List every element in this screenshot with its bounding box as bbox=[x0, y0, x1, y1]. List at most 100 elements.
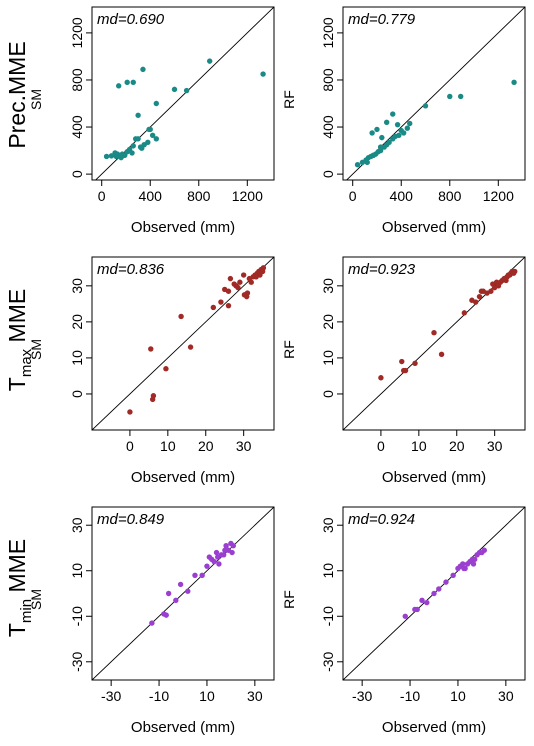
x-axis-label: Observed (mm) bbox=[131, 469, 235, 486]
data-point bbox=[412, 360, 418, 367]
plot-frame bbox=[91, 256, 275, 431]
y-axis-label: RF bbox=[281, 90, 297, 109]
y-axis-label: RF bbox=[281, 340, 297, 359]
x-axis-label: Observed (mm) bbox=[382, 219, 486, 236]
data-point bbox=[199, 572, 205, 578]
row-title-suffix: MME bbox=[4, 539, 30, 599]
y-tick-label: -10 bbox=[69, 606, 85, 626]
y-tick-label: 800 bbox=[69, 68, 85, 92]
x-tick-label: -30 bbox=[352, 688, 372, 704]
data-point bbox=[237, 279, 243, 285]
plot-frame bbox=[342, 6, 526, 181]
data-point bbox=[461, 310, 468, 316]
data-point bbox=[145, 139, 151, 146]
x-tick-label: 400 bbox=[139, 188, 163, 204]
data-point bbox=[192, 572, 198, 578]
data-point bbox=[364, 159, 370, 166]
y-tick-label: 30 bbox=[69, 517, 85, 533]
x-tick-label: 20 bbox=[198, 438, 214, 454]
data-point bbox=[424, 599, 430, 606]
data-point bbox=[390, 111, 396, 117]
data-point bbox=[240, 272, 247, 278]
data-point bbox=[488, 288, 494, 294]
data-point bbox=[204, 563, 210, 569]
y-tick-label: 30 bbox=[320, 517, 336, 533]
x-tick-label: -10 bbox=[149, 688, 169, 704]
data-point bbox=[512, 268, 518, 275]
data-point bbox=[137, 144, 144, 150]
plot-frame bbox=[91, 506, 275, 681]
y-tick-label: -30 bbox=[69, 651, 85, 671]
data-point bbox=[394, 121, 401, 128]
data-point bbox=[399, 358, 405, 365]
data-point bbox=[225, 288, 232, 294]
plot-frame bbox=[91, 6, 275, 181]
data-point bbox=[148, 346, 154, 352]
row-title-text: Tmax MME bbox=[4, 289, 35, 391]
data-point bbox=[229, 549, 235, 556]
y-tick-label: 10 bbox=[320, 350, 336, 366]
x-tick-label: 1200 bbox=[232, 188, 263, 204]
data-point bbox=[431, 329, 437, 336]
data-point bbox=[400, 130, 407, 136]
md-annotation: md=0.779 bbox=[348, 11, 416, 28]
data-point bbox=[461, 565, 467, 572]
y-tick-label: 30 bbox=[69, 278, 85, 294]
data-point bbox=[470, 561, 477, 567]
data-point bbox=[221, 552, 227, 558]
data-point bbox=[177, 581, 184, 588]
data-point bbox=[244, 293, 250, 300]
x-axis-label: Observed (mm) bbox=[131, 219, 235, 236]
data-point bbox=[369, 130, 375, 136]
data-point bbox=[130, 79, 136, 86]
data-point bbox=[223, 542, 229, 549]
data-point bbox=[478, 288, 485, 294]
data-point bbox=[473, 299, 479, 305]
data-point bbox=[438, 351, 445, 358]
data-point bbox=[127, 409, 133, 415]
data-point bbox=[476, 293, 483, 300]
plot-frame bbox=[342, 256, 526, 431]
y-tick-label: 20 bbox=[320, 314, 336, 330]
data-point bbox=[146, 126, 152, 133]
row-title-main: Prec.MME bbox=[4, 41, 30, 148]
data-point bbox=[419, 597, 425, 604]
data-point bbox=[210, 304, 217, 311]
data-point bbox=[402, 613, 408, 619]
x-axis-label: Observed (mm) bbox=[382, 719, 486, 736]
row-title-2: Tmax MME bbox=[4, 289, 35, 391]
y-tick-label: 10 bbox=[320, 563, 336, 579]
data-point bbox=[227, 275, 234, 282]
x-tick-label: -10 bbox=[400, 688, 420, 704]
data-point bbox=[129, 150, 135, 156]
data-point bbox=[379, 134, 385, 141]
x-tick-label: 0 bbox=[349, 188, 357, 204]
data-point bbox=[260, 265, 267, 271]
data-point bbox=[248, 279, 254, 285]
data-point bbox=[135, 112, 141, 118]
data-point bbox=[113, 153, 119, 160]
data-point bbox=[108, 153, 115, 159]
data-point bbox=[383, 119, 390, 126]
y-tick-label: 1200 bbox=[320, 17, 336, 48]
x-tick-label: 10 bbox=[411, 438, 427, 454]
data-point bbox=[370, 152, 377, 158]
data-point bbox=[230, 542, 236, 549]
row-title-main: T bbox=[4, 623, 30, 637]
x-tick-label: 30 bbox=[498, 688, 514, 704]
data-point bbox=[222, 547, 228, 553]
row-title-1: Prec.MME bbox=[4, 41, 30, 148]
data-point bbox=[407, 120, 413, 127]
md-annotation: md=0.849 bbox=[97, 511, 165, 528]
x-tick-label: 30 bbox=[236, 438, 252, 454]
y-tick-label: 0 bbox=[69, 170, 85, 178]
data-point bbox=[165, 590, 172, 597]
data-point bbox=[153, 136, 160, 142]
data-point bbox=[354, 162, 361, 168]
y-tick-label: -10 bbox=[320, 606, 336, 626]
data-point bbox=[103, 153, 110, 160]
row-title-suffix: MME bbox=[4, 289, 30, 349]
row-title-text: Prec.MME bbox=[4, 41, 30, 148]
